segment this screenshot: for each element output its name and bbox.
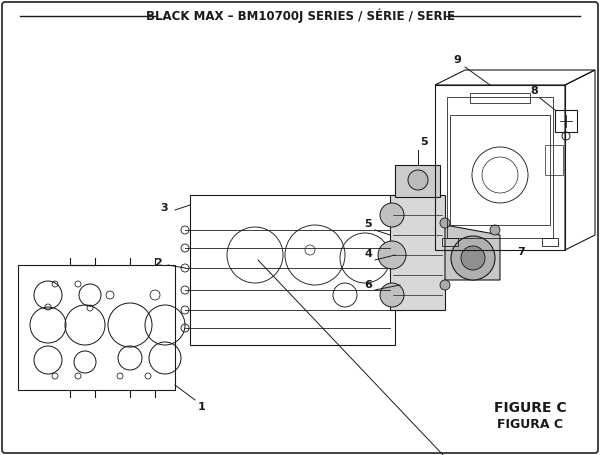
Circle shape: [490, 225, 500, 235]
Text: BLACK MAX – BM10700J SERIES / SÉRIE / SERIE: BLACK MAX – BM10700J SERIES / SÉRIE / SE…: [146, 9, 455, 23]
Text: 8: 8: [530, 86, 538, 96]
Text: 5: 5: [364, 219, 372, 229]
Circle shape: [461, 246, 485, 270]
Circle shape: [440, 280, 450, 290]
Circle shape: [451, 236, 495, 280]
Circle shape: [380, 203, 404, 227]
Bar: [435, 85, 565, 250]
Text: 9: 9: [453, 55, 461, 65]
Text: FIGURA C: FIGURA C: [497, 419, 563, 431]
Bar: [555, 110, 577, 132]
Circle shape: [440, 218, 450, 228]
Circle shape: [378, 241, 406, 269]
Circle shape: [380, 283, 404, 307]
Text: 2: 2: [154, 258, 162, 268]
Bar: [545, 145, 563, 175]
Bar: [390, 195, 445, 310]
Text: 5: 5: [420, 137, 428, 147]
Text: 1: 1: [198, 402, 206, 412]
Bar: [542, 238, 558, 246]
Text: 4: 4: [364, 249, 372, 259]
Circle shape: [408, 170, 428, 190]
Polygon shape: [445, 225, 500, 280]
Bar: [395, 165, 440, 197]
Text: 6: 6: [364, 280, 372, 290]
Bar: [470, 93, 530, 103]
Bar: [450, 115, 550, 225]
Text: 7: 7: [517, 247, 525, 257]
Text: 3: 3: [160, 203, 168, 213]
Text: FIGURE C: FIGURE C: [494, 401, 566, 415]
Bar: [442, 238, 458, 246]
Bar: [447, 97, 553, 238]
